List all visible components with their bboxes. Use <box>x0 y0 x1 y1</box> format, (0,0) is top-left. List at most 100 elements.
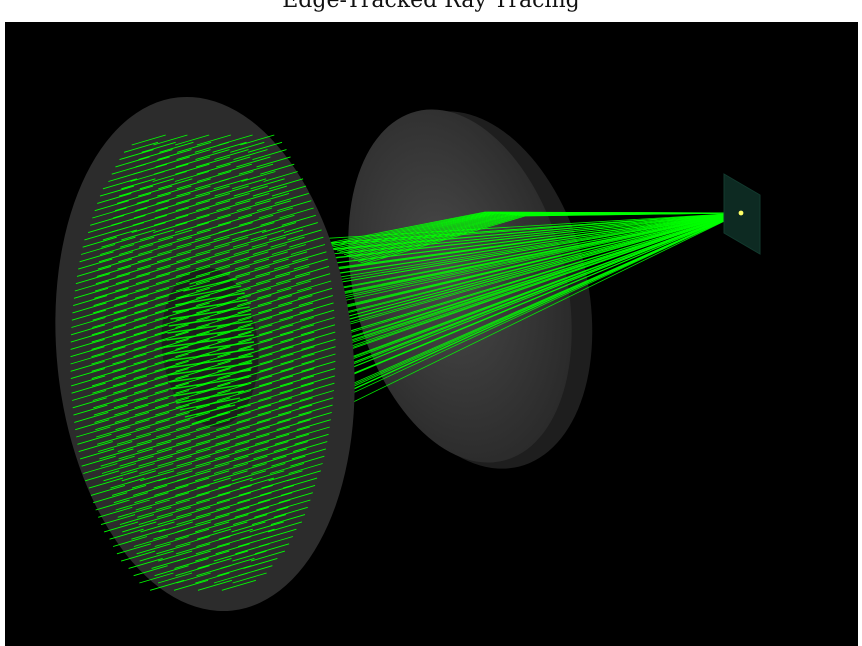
incident-ray <box>279 317 314 328</box>
incident-ray <box>116 192 152 204</box>
incident-ray <box>273 441 308 453</box>
incident-ray <box>156 441 191 453</box>
incident-ray <box>295 426 330 438</box>
incident-ray <box>253 448 288 460</box>
incident-ray <box>238 360 273 372</box>
incident-ray <box>233 185 268 197</box>
incident-ray <box>157 463 193 474</box>
incident-ray <box>279 309 314 321</box>
incident-ray <box>97 192 132 204</box>
3d-viewport[interactable] <box>5 22 858 646</box>
incident-ray <box>151 557 186 569</box>
converging-ray <box>332 212 742 264</box>
incident-ray <box>133 353 168 365</box>
incident-ray <box>133 317 169 328</box>
incident-ray <box>122 521 157 533</box>
incident-ray <box>300 375 335 387</box>
incident-ray <box>279 207 314 219</box>
incident-ray <box>236 411 271 423</box>
converging-ray <box>328 212 742 340</box>
incident-ray <box>196 302 231 314</box>
incident-ray <box>196 214 231 226</box>
incident-ray <box>217 536 252 547</box>
incident-ray <box>301 360 336 372</box>
incident-ray <box>238 484 273 496</box>
incident-ray <box>132 214 167 226</box>
incident-ray <box>92 317 127 328</box>
incident-ray <box>197 579 233 591</box>
incident-ray <box>119 514 155 526</box>
incident-ray <box>257 287 292 299</box>
incident-ray <box>233 448 269 460</box>
incident-ray <box>194 141 229 153</box>
incident-ray <box>112 346 147 358</box>
incident-ray <box>175 536 210 547</box>
incident-ray <box>213 178 248 190</box>
incident-ray <box>213 470 248 482</box>
incident-ray <box>196 287 231 299</box>
incident-ray <box>217 324 252 336</box>
incident-ray <box>234 441 269 453</box>
incident-ray <box>92 390 127 401</box>
incident-ray <box>196 171 232 182</box>
incident-ray <box>176 572 211 584</box>
incident-ray <box>154 390 190 401</box>
incident-ray <box>175 492 210 504</box>
incident-ray <box>79 251 114 263</box>
incident-ray <box>175 419 211 431</box>
incident-ray <box>215 543 250 555</box>
inner-ray <box>166 355 254 369</box>
incident-ray <box>195 543 230 555</box>
focus-point-marker <box>738 210 744 216</box>
incident-ray <box>133 368 168 380</box>
incident-ray <box>154 302 190 314</box>
incident-ray <box>94 200 129 212</box>
incident-ray <box>213 550 248 562</box>
title-bar: Edge-Tracked Ray Tracing <box>0 0 862 22</box>
incident-ray <box>280 368 315 380</box>
incident-ray <box>155 426 191 438</box>
incident-ray <box>154 309 190 321</box>
incident-ray <box>131 134 166 146</box>
inner-ray <box>169 369 251 383</box>
incident-ray <box>273 506 308 518</box>
incident-ray <box>154 484 189 496</box>
incident-ray <box>137 251 172 263</box>
incident-ray <box>136 543 171 555</box>
incident-ray <box>155 404 190 416</box>
incident-ray <box>195 426 231 438</box>
incident-ray <box>255 265 290 277</box>
rear-lens-face <box>348 109 572 463</box>
incident-ray <box>278 295 313 307</box>
incident-ray <box>232 463 267 474</box>
incident-ray <box>156 543 191 555</box>
incident-ray <box>195 506 230 518</box>
incident-ray <box>154 317 189 328</box>
incident-ray <box>232 229 267 241</box>
inner-ray <box>166 334 254 348</box>
incident-ray <box>218 528 253 540</box>
incident-ray <box>115 499 150 511</box>
incident-ray <box>301 338 336 350</box>
incident-ray <box>232 236 268 248</box>
incident-ray <box>70 353 105 365</box>
incident-ray <box>237 536 273 547</box>
incident-ray <box>175 207 210 219</box>
incident-ray <box>196 477 231 489</box>
incident-ray <box>103 470 138 482</box>
incident-ray <box>139 550 174 562</box>
incident-rays <box>70 134 336 591</box>
incident-ray <box>90 214 125 226</box>
incident-ray <box>234 251 269 263</box>
incident-ray <box>112 324 147 336</box>
incident-ray <box>195 192 230 204</box>
incident-ray <box>136 192 171 204</box>
incident-ray <box>234 506 269 518</box>
incident-ray <box>176 244 211 255</box>
incident-ray <box>94 411 129 423</box>
scene-canvas[interactable] <box>5 22 858 646</box>
incident-ray <box>176 455 211 467</box>
incident-ray <box>195 463 230 474</box>
incident-ray <box>261 222 297 234</box>
incident-ray <box>215 426 251 438</box>
